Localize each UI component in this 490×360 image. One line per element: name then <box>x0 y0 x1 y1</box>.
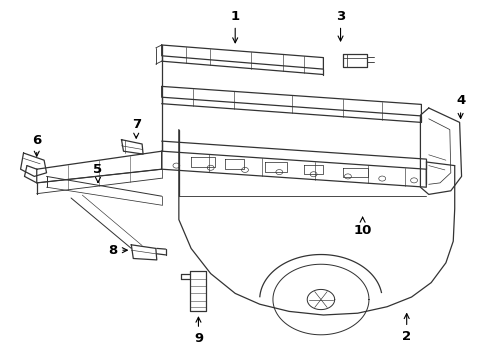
Text: 1: 1 <box>231 10 240 43</box>
Text: 8: 8 <box>108 244 127 257</box>
Text: 3: 3 <box>336 10 345 41</box>
Text: 10: 10 <box>353 217 372 237</box>
Text: 6: 6 <box>32 134 41 156</box>
Text: 2: 2 <box>402 314 411 343</box>
Text: 7: 7 <box>132 118 141 138</box>
Text: 4: 4 <box>456 94 465 118</box>
Text: 9: 9 <box>194 317 203 345</box>
Text: 5: 5 <box>94 163 102 183</box>
